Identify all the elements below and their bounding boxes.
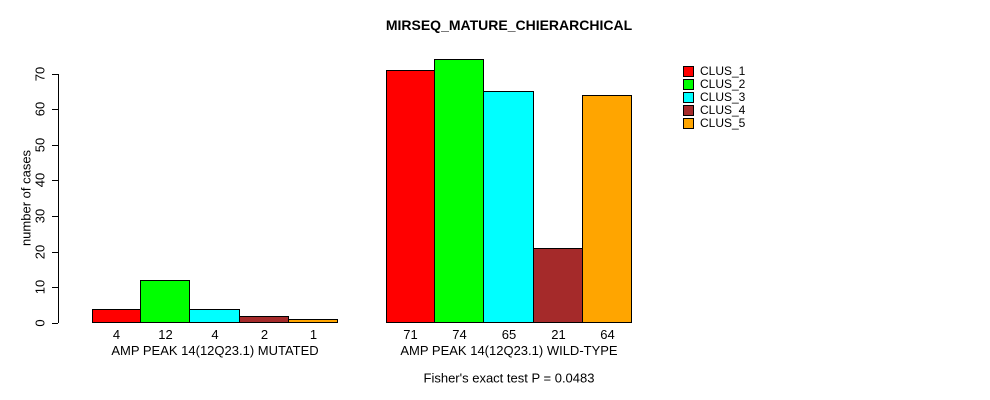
- y-axis-line: [58, 73, 59, 323]
- bar-group1-clus2: [140, 280, 190, 323]
- y-axis-tick-label: 10: [32, 280, 48, 295]
- legend-swatch: [683, 118, 694, 129]
- bar-value-label: 2: [260, 327, 269, 342]
- x-group-label: AMP PEAK 14(12Q23.1) WILD-TYPE: [400, 343, 618, 358]
- bar-group1-clus5: [288, 319, 338, 323]
- legend: CLUS_1 CLUS_2 CLUS_3 CLUS_4 CLUS_5: [683, 65, 745, 130]
- y-axis-tick: [52, 109, 58, 111]
- bar-group2-clus1: [386, 70, 435, 323]
- fisher-test-annotation: Fisher's exact test P = 0.0483: [423, 370, 595, 386]
- x-group-label: AMP PEAK 14(12Q23.1) MUTATED: [111, 343, 319, 358]
- bar-value-label: 74: [452, 327, 467, 342]
- chart-title: MIRSEQ_MATURE_CHIERARCHICAL: [385, 17, 633, 33]
- y-axis-tick-label: 0: [32, 319, 48, 327]
- y-axis-tick-label: 20: [32, 244, 48, 259]
- legend-item: CLUS_2: [683, 78, 745, 91]
- bar-value-label: 71: [403, 327, 418, 342]
- legend-item: CLUS_4: [683, 104, 745, 117]
- y-axis-tick-label: 50: [32, 137, 48, 153]
- y-axis-tick-label: 40: [32, 173, 48, 188]
- legend-swatch: [683, 66, 694, 77]
- y-axis-tick: [52, 216, 58, 218]
- bar-value-label: 12: [158, 327, 173, 342]
- legend-label: CLUS_1: [700, 64, 746, 78]
- y-axis-tick: [52, 144, 58, 146]
- bar-group2-clus2: [434, 59, 484, 323]
- bar-group1-clus4: [239, 316, 289, 323]
- legend-swatch: [683, 79, 694, 90]
- bar-value-label: 1: [309, 327, 318, 342]
- legend-swatch: [683, 105, 694, 116]
- legend-item: CLUS_3: [683, 91, 745, 104]
- bar-group2-clus4: [533, 248, 583, 323]
- bar-value-label: 65: [501, 327, 517, 342]
- legend-swatch: [683, 92, 694, 103]
- bar-group1-clus1: [92, 309, 141, 323]
- legend-item: CLUS_1: [683, 65, 745, 78]
- y-axis-label: number of cases: [18, 149, 34, 247]
- legend-label: CLUS_2: [700, 77, 746, 91]
- y-axis-tick: [52, 287, 58, 289]
- bar-group2-clus5: [582, 95, 632, 323]
- y-axis-tick: [52, 323, 58, 324]
- bar-value-label: 21: [551, 327, 566, 342]
- legend-label: CLUS_3: [700, 90, 746, 104]
- legend-item: CLUS_5: [683, 117, 745, 130]
- bar-group1-clus3: [189, 309, 240, 323]
- y-axis-tick-label: 60: [32, 101, 48, 117]
- y-axis-tick: [52, 180, 58, 182]
- y-axis-tick: [52, 251, 58, 253]
- bar-value-label: 4: [211, 327, 219, 342]
- y-axis-tick: [52, 73, 58, 75]
- legend-label: CLUS_5: [700, 116, 746, 130]
- bar-group2-clus3: [483, 91, 534, 323]
- y-axis-tick-label: 70: [32, 66, 48, 81]
- y-axis-tick-label: 30: [32, 208, 48, 224]
- bar-value-label: 4: [112, 327, 121, 342]
- legend-label: CLUS_4: [700, 103, 746, 117]
- bar-value-label: 64: [600, 327, 615, 342]
